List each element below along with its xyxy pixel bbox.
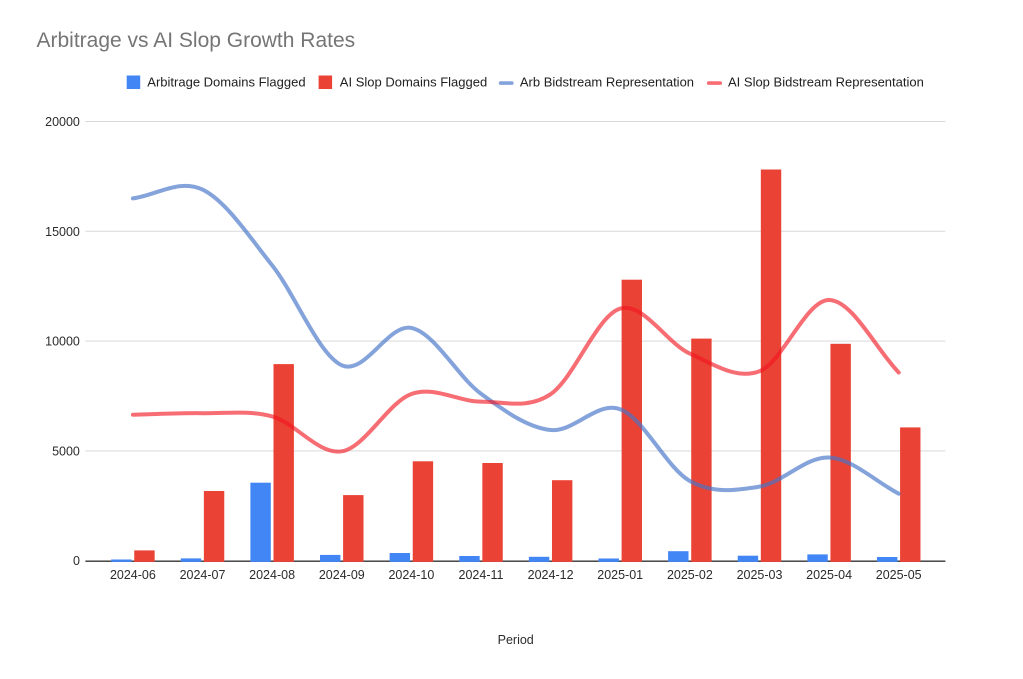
svg-text:2024-07: 2024-07 <box>180 568 226 582</box>
svg-text:2024-11: 2024-11 <box>459 568 504 582</box>
svg-text:2025-05: 2025-05 <box>876 568 922 582</box>
svg-text:AI Slop Domains Flagged: AI Slop Domains Flagged <box>340 74 487 89</box>
svg-text:0: 0 <box>73 554 80 568</box>
svg-text:2025-02: 2025-02 <box>667 568 713 582</box>
svg-text:2025-04: 2025-04 <box>806 568 852 582</box>
svg-text:2024-10: 2024-10 <box>388 568 434 582</box>
svg-text:20000: 20000 <box>45 115 80 129</box>
svg-text:15000: 15000 <box>45 225 80 239</box>
svg-text:2024-06: 2024-06 <box>110 568 156 582</box>
svg-text:AI Slop Bidstream Representati: AI Slop Bidstream Representation <box>728 74 924 89</box>
svg-text:2024-12: 2024-12 <box>528 568 574 582</box>
svg-text:2024-08: 2024-08 <box>249 568 295 582</box>
svg-text:5000: 5000 <box>52 444 80 458</box>
svg-text:Arb Bidstream Representation: Arb Bidstream Representation <box>520 74 694 89</box>
svg-text:10000: 10000 <box>45 335 80 349</box>
svg-text:2025-01: 2025-01 <box>597 568 643 582</box>
svg-text:2025-03: 2025-03 <box>737 568 783 582</box>
svg-text:Arbitrage vs AI Slop Growth Ra: Arbitrage vs AI Slop Growth Rates <box>37 29 356 52</box>
svg-text:2024-09: 2024-09 <box>319 568 365 582</box>
svg-text:Period: Period <box>498 633 534 647</box>
svg-text:Arbitrage Domains Flagged: Arbitrage Domains Flagged <box>147 74 305 89</box>
